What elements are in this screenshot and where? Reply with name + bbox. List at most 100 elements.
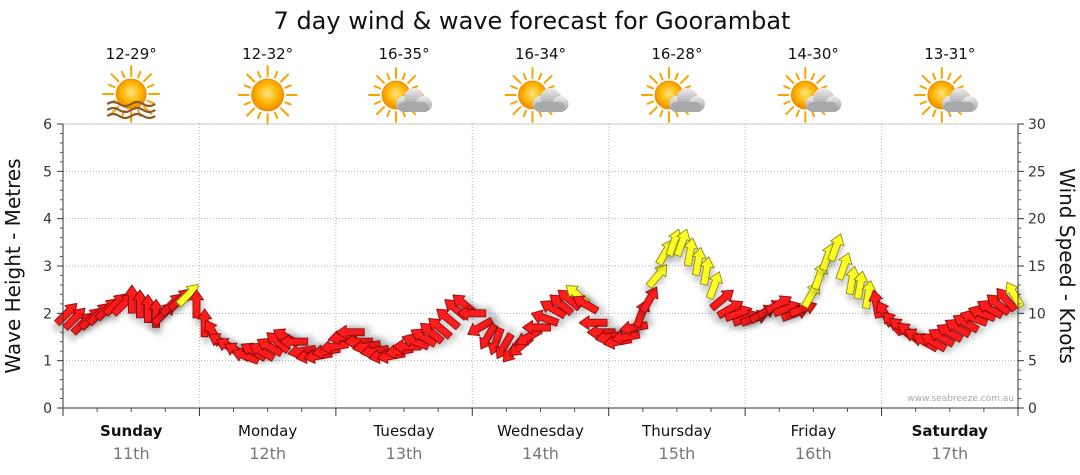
sun-ray: [246, 107, 256, 117]
wind-arrow: [530, 309, 560, 327]
day-date: 13th: [386, 444, 423, 463]
sun-ray: [373, 85, 382, 90]
sun-ray: [919, 85, 928, 90]
sun-ray: [921, 74, 931, 84]
sun-ray: [142, 73, 153, 83]
day-temp-range: 13-31°: [924, 45, 975, 63]
sun-ray: [121, 70, 126, 79]
sun-ray: [952, 74, 962, 84]
cloud-base: [534, 102, 565, 112]
sun-cloud-icon: [368, 67, 433, 123]
sun-ray: [646, 100, 655, 105]
cloud-base: [398, 102, 429, 112]
wind-arrow: [572, 295, 600, 315]
day-header: 12-29° 12-32° 16-35° 16-34° 16-28° 14-30° 13-3…: [102, 45, 978, 125]
sun-ray: [373, 100, 382, 105]
wind-arrow: [467, 317, 495, 336]
sun-ray: [375, 74, 386, 84]
sun-ray: [931, 109, 937, 118]
sun-ray: [947, 72, 952, 81]
sun-ray: [646, 85, 655, 90]
right-tick-label: 15: [1028, 259, 1046, 275]
chart-title: 7 day wind & wave forecast for Goorambat: [274, 7, 791, 35]
sun-ray: [386, 72, 391, 81]
sun-ray: [280, 107, 290, 117]
haze-line: [106, 106, 156, 114]
gridlines: [63, 123, 1018, 408]
sun-ray: [785, 106, 795, 116]
sun-ray: [783, 100, 791, 105]
left-tick-label: 0: [43, 401, 52, 417]
cloud-base: [670, 102, 701, 112]
sun-ray: [401, 72, 406, 81]
right-tick-label: 30: [1028, 117, 1046, 133]
sun-ray: [375, 106, 386, 116]
sun-ray: [783, 85, 791, 90]
haze-line: [106, 112, 156, 120]
day-temp-range: 16-34°: [515, 45, 566, 63]
day-date: 14th: [522, 444, 559, 463]
day-labels: Sunday 11th Monday 12th Tuesday 13th Wednesday…: [100, 422, 988, 463]
sun-ray: [785, 74, 795, 84]
sun-ray: [284, 101, 292, 106]
sun-ray: [243, 101, 252, 106]
day-name: Friday: [791, 422, 837, 440]
right-tick-label: 5: [1028, 354, 1037, 370]
wind-arrows: [54, 228, 1025, 365]
day-temp-range: 12-32°: [242, 45, 293, 63]
sun-cloud-icon: [777, 67, 842, 123]
sun-cloud-icon: [640, 67, 705, 123]
sun-ray: [407, 74, 417, 84]
wind-arrow: [645, 264, 668, 289]
wind-arrow: [691, 247, 707, 277]
left-tick-label: 2: [43, 306, 52, 322]
sun-ray: [919, 100, 928, 105]
sun-ray: [522, 109, 527, 118]
sun-ray: [257, 111, 262, 120]
day-temp-range: 14-30°: [788, 45, 839, 63]
wind-arrow: [699, 256, 715, 286]
wind-arrow: [522, 320, 551, 335]
day-name: Saturday: [912, 422, 989, 440]
sun-ray: [146, 83, 155, 89]
day-date: 17th: [931, 444, 968, 463]
wind-arrow: [706, 271, 723, 300]
sun-ray: [146, 99, 155, 105]
sun-ray: [679, 74, 690, 84]
sun-ray: [538, 72, 543, 81]
day-name: Sunday: [100, 422, 163, 440]
wind-arrow: [827, 233, 845, 262]
sun-ray: [810, 72, 816, 81]
sun-ray: [522, 72, 527, 81]
cloud-base: [807, 102, 838, 112]
right-tick-label: 25: [1028, 164, 1046, 180]
sun-ray: [246, 73, 256, 83]
sun-ray: [648, 106, 658, 116]
day-date: 16th: [795, 444, 832, 463]
wind-arrow: [578, 315, 608, 331]
wind-arrow: [279, 334, 309, 350]
left-tick-label: 6: [43, 117, 52, 133]
cloud-shape: [941, 88, 978, 112]
sun-haze-icon: [102, 65, 161, 123]
sun-ray: [674, 72, 679, 81]
sun-ray: [243, 84, 252, 89]
cloud-shape: [668, 88, 705, 112]
sun-ray: [273, 111, 279, 120]
sun-ray: [648, 74, 658, 84]
plot-area: [54, 123, 1025, 409]
right-tick-label: 20: [1028, 212, 1046, 228]
day-date: 11th: [113, 444, 150, 463]
day-name: Thursday: [641, 422, 712, 440]
sun-ray: [280, 73, 290, 83]
day-temp-range: 12-29°: [106, 45, 157, 63]
cloud-shape: [805, 88, 842, 112]
sun-ray: [510, 100, 518, 105]
wind-arrow: [611, 330, 641, 345]
wind-arrow: [639, 286, 659, 314]
sun-ray: [816, 74, 826, 84]
sun-cloud-icon: [504, 67, 569, 123]
sun-ray: [284, 84, 292, 89]
sun-ray: [795, 72, 800, 81]
